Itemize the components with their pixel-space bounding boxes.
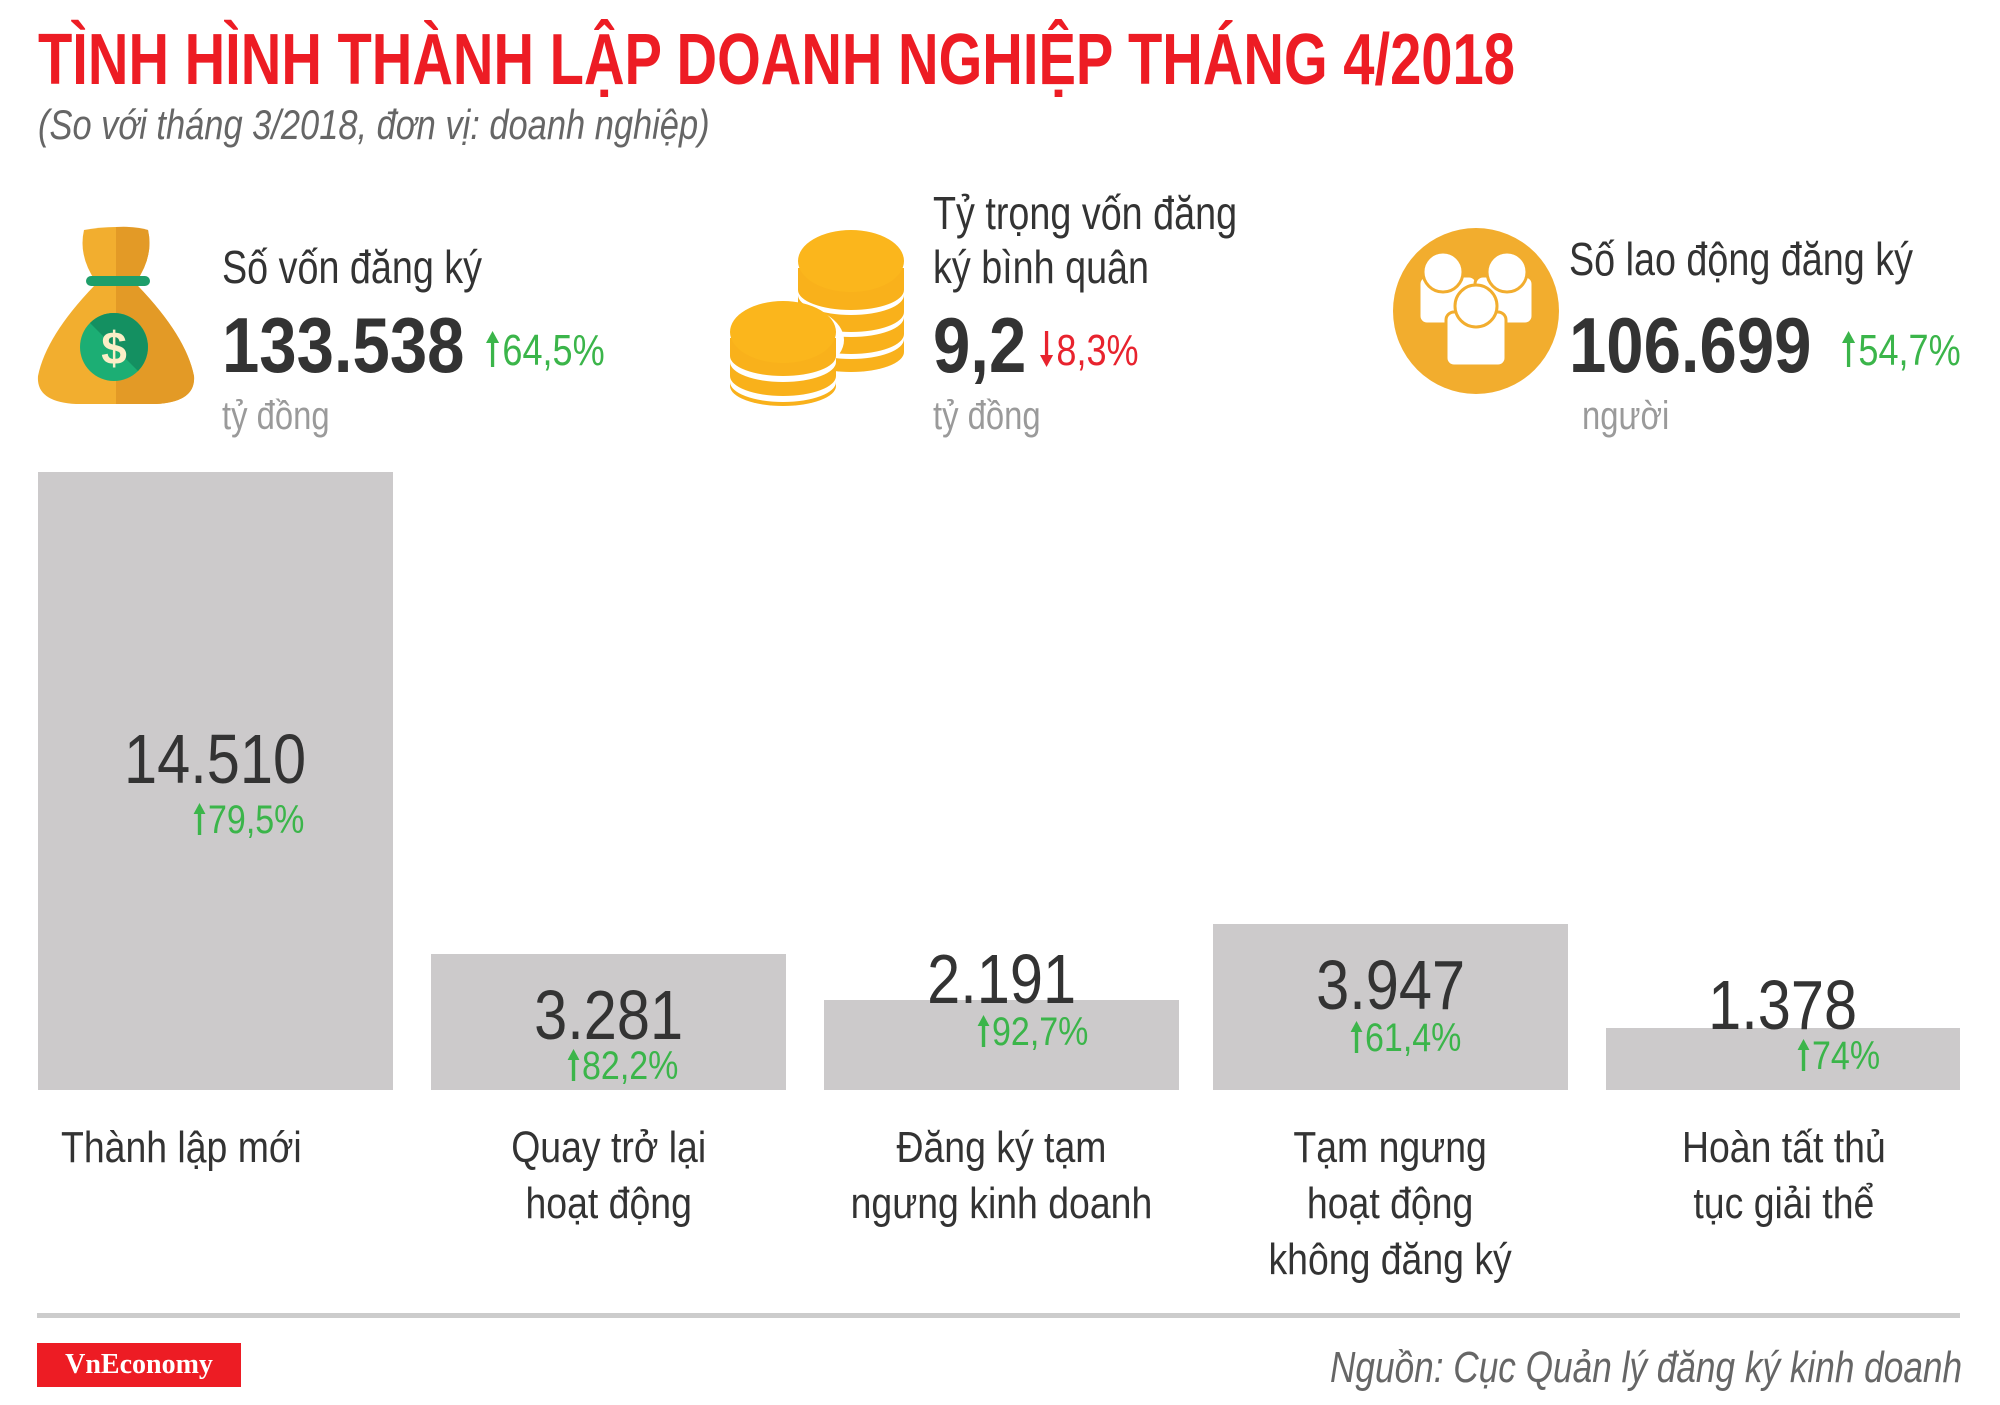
bar-chart: 14.510 79,5% Thành lập mới 3.281 82,2% Q…	[38, 472, 1961, 1288]
stat-value-row: 9,2	[933, 306, 1041, 384]
bar-value: 3.281	[431, 980, 786, 1050]
stat-change-text: 8,3%	[1056, 326, 1139, 375]
bar-change: 82,2%	[548, 1046, 678, 1086]
bar-value-text: 3.947	[1316, 946, 1465, 1024]
stat-change-text: 54,7%	[1858, 326, 1961, 375]
brand-logo: VnEconomy	[37, 1343, 241, 1387]
stat-unit-text: tỷ đồng	[222, 394, 330, 438]
bar-change-text: 74%	[1811, 1034, 1880, 1078]
stat-change: 8,3%	[1040, 326, 1160, 376]
bar-completed-dissolution	[1606, 1028, 1960, 1090]
arrow-up-icon	[1350, 1021, 1363, 1053]
bar-label: Thành lập mới	[38, 1120, 348, 1176]
page-title-text: TÌNH HÌNH THÀNH LẬP DOANH NGHIỆP THÁNG 4…	[38, 20, 1516, 100]
stat-unit: người	[1582, 396, 1688, 436]
page-title: TÌNH HÌNH THÀNH LẬP DOANH NGHIỆP THÁNG 4…	[38, 24, 1932, 96]
bar-registered-suspension	[824, 1000, 1179, 1090]
arrow-up-icon	[1797, 1039, 1810, 1071]
bar-label: Hoàn tất thủ tục giải thể	[1606, 1120, 1961, 1232]
stat-label-line2: ký bình quân	[933, 241, 1150, 293]
bar-change-text: 61,4%	[1364, 1016, 1461, 1060]
bar-value-text: 14.510	[124, 720, 307, 798]
bar-value-text: 2.191	[927, 940, 1076, 1018]
bar-change: 92,7%	[958, 1012, 1088, 1052]
bar-returned-to-operation	[431, 954, 786, 1090]
stat-unit-text: tỷ đồng	[933, 394, 1041, 438]
bar-change-text: 92,7%	[991, 1010, 1088, 1054]
arrow-down-icon	[1040, 331, 1054, 367]
stat-value-row: 106.699	[1569, 306, 1851, 384]
bar-change: 61,4%	[1331, 1018, 1461, 1058]
bar-change-text: 79,5%	[207, 798, 304, 842]
stat-label: Số vốn đăng ký	[222, 240, 539, 294]
bar-unregistered-suspension	[1213, 924, 1568, 1090]
footer-divider	[37, 1313, 1960, 1318]
arrow-up-icon	[486, 331, 500, 367]
bar-value: 2.191	[824, 944, 1179, 1014]
stat-unit: tỷ đồng	[222, 396, 353, 436]
bar-value-text: 3.281	[534, 976, 683, 1054]
bar-label-text: Tạm ngưng hoạt động không đăng ký	[1268, 1123, 1513, 1284]
bar-new-establishments	[38, 472, 393, 1090]
bar-change: 79,5%	[174, 800, 304, 840]
source-note-text: Nguồn: Cục Quản lý đăng ký kinh doanh	[1329, 1343, 1962, 1392]
stat-label-line1: Tỷ trọng vốn đăng	[933, 187, 1238, 239]
bar-label: Tạm ngưng hoạt động không đăng ký	[1213, 1120, 1568, 1288]
bar-change-text: 82,2%	[581, 1044, 678, 1088]
coins-icon	[728, 230, 904, 406]
stat-label-text: Số vốn đăng ký	[222, 241, 483, 293]
svg-text:$: $	[101, 322, 127, 374]
arrow-up-icon	[193, 803, 206, 835]
money-bag-icon: $	[37, 226, 195, 404]
bar-label-text: Quay trở lại hoạt động	[511, 1123, 706, 1228]
bar-label-text: Đăng ký tạm ngưng kinh doanh	[850, 1123, 1153, 1228]
people-icon	[1393, 228, 1559, 394]
page-subtitle: (So với tháng 3/2018, đơn vị: doanh nghi…	[38, 104, 857, 146]
stat-change-text: 64,5%	[502, 326, 605, 375]
arrow-up-icon	[567, 1049, 580, 1081]
arrow-up-icon	[1842, 331, 1856, 367]
bar-value: 14.510	[38, 724, 393, 794]
bar-change: 74%	[1783, 1036, 1880, 1076]
bar-label: Đăng ký tạm ngưng kinh doanh	[824, 1120, 1179, 1232]
stat-change: 54,7%	[1842, 326, 1987, 376]
stat-change: 64,5%	[486, 326, 631, 376]
page-subtitle-text: (So với tháng 3/2018, đơn vị: doanh nghi…	[38, 101, 710, 148]
stat-value: 133.538	[222, 301, 465, 389]
bar-label-text: Thành lập mới	[61, 1123, 302, 1172]
stat-label-text: Số lao động đăng ký	[1569, 233, 1913, 285]
arrow-up-icon	[977, 1015, 990, 1047]
stat-unit-text: người	[1582, 394, 1670, 438]
bar-label: Quay trở lại hoạt động	[431, 1120, 786, 1232]
bar-value: 1.378	[1606, 970, 1960, 1040]
stat-value: 9,2	[933, 301, 1027, 389]
stat-label: Tỷ trọng vốn đăng ký bình quân	[933, 186, 1304, 294]
bar-label-text: Hoàn tất thủ tục giải thể	[1681, 1123, 1886, 1228]
stat-label: Số lao động đăng ký	[1569, 232, 1988, 286]
bar-value-text: 1.378	[1708, 966, 1858, 1044]
bar-value: 3.947	[1213, 950, 1568, 1020]
stat-value: 106.699	[1569, 301, 1812, 389]
stat-value-row: 133.538	[222, 306, 504, 384]
source-note: Nguồn: Cục Quản lý đăng ký kinh doanh	[1172, 1346, 1962, 1390]
stat-unit: tỷ đồng	[933, 396, 1064, 436]
